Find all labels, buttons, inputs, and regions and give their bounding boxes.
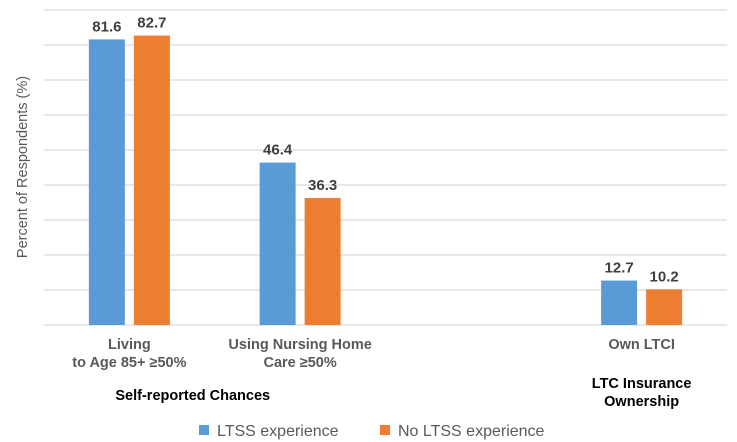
category-label-line: Using Nursing Home [228,337,371,353]
group-labels: Self-reported Chances LTC Insurance Owners… [115,376,691,410]
y-axis-label: Percent of Respondents (%) [15,76,31,258]
bar [133,35,170,326]
category-label-line: Living [108,337,151,353]
group-label-line: Self-reported Chances [115,388,270,404]
legend: LTSS experience No LTSS experience [199,423,545,440]
bar [601,280,638,325]
legend-swatch [199,425,209,435]
bars [88,35,683,326]
category-label: Using Nursing Home Care ≥50% [228,337,371,371]
bar [259,162,296,325]
data-label: 46.4 [263,142,293,159]
group-label-line: Ownership [604,394,679,410]
category-labels: Living to Age 85+ ≥50% Using Nursing Home C… [72,337,675,371]
legend-label: LTSS experience [217,423,339,440]
group-label: LTC Insurance Ownership [592,376,692,410]
data-labels: 81.6 46.4 12.7 82.7 36.3 10.2 [92,15,678,286]
category-label: Own LTCI [608,337,675,353]
category-label-line: Own LTCI [608,337,675,353]
group-label: Self-reported Chances [115,388,270,404]
bar [88,39,125,326]
data-label: 81.6 [92,18,121,35]
bar [304,197,341,325]
data-label: 82.7 [137,15,166,32]
category-label: Living to Age 85+ ≥50% [72,337,186,371]
data-label: 12.7 [605,260,634,277]
data-label: 36.3 [308,177,337,194]
bar [646,289,683,325]
legend-label: No LTSS experience [398,423,545,440]
category-label-line: to Age 85+ ≥50% [72,355,186,371]
legend-swatch [380,425,390,435]
data-label: 10.2 [650,268,679,285]
group-label-line: LTC Insurance [592,376,692,392]
category-label-line: Care ≥50% [263,355,336,371]
